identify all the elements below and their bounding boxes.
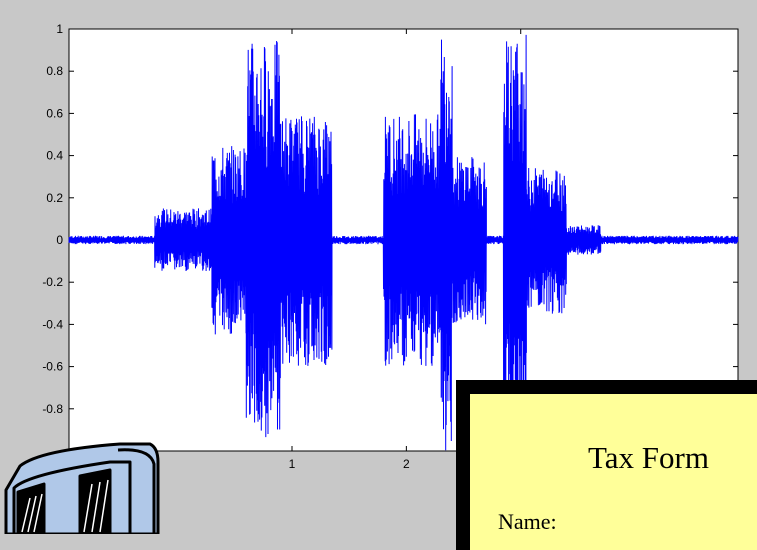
tax-form-title: Tax Form bbox=[588, 440, 709, 475]
waveform-series bbox=[68, 34, 739, 451]
x-tick-label: 1 bbox=[289, 457, 296, 471]
y-tick-label: -0.4 bbox=[42, 317, 63, 331]
tax-form-card: Tax Form Name: bbox=[456, 380, 757, 550]
y-tick-label: 0.2 bbox=[46, 191, 63, 205]
y-tick-label: -0.6 bbox=[42, 360, 63, 374]
tax-form-name-label: Name: bbox=[498, 509, 557, 534]
y-tick-label: -0.8 bbox=[42, 402, 63, 416]
y-tick-label: 1 bbox=[56, 22, 63, 36]
y-tick-label: 0 bbox=[56, 233, 63, 247]
waveform-chart: 10.80.60.40.20-0.2-0.4-0.6-0.8 123 bbox=[42, 22, 739, 471]
y-tick-label: 0.8 bbox=[46, 64, 63, 78]
tax-form-body: Tax Form Name: bbox=[470, 394, 757, 550]
y-tick-label: 0.6 bbox=[46, 106, 63, 120]
x-tick-label: 2 bbox=[403, 457, 410, 471]
printer-clipart-icon bbox=[4, 442, 160, 534]
y-tick-label: 0.4 bbox=[46, 149, 63, 163]
y-tick-label: -0.2 bbox=[42, 275, 63, 289]
